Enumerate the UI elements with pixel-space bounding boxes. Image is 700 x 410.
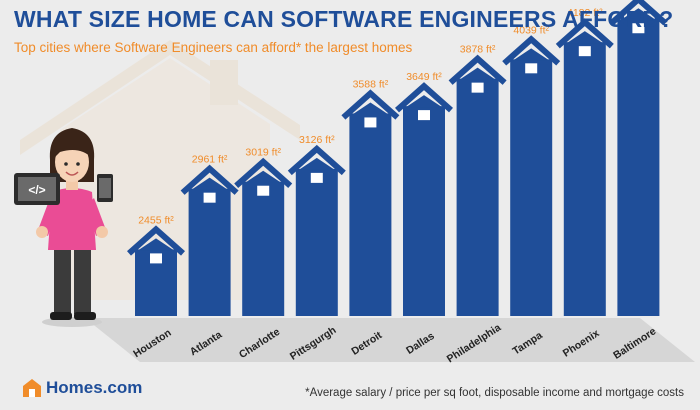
house-body [242, 181, 285, 316]
house-gable [566, 31, 603, 44]
house-window [418, 110, 430, 121]
homes-logo-icon [23, 379, 41, 397]
house-bar [127, 225, 185, 316]
house-body [403, 106, 445, 317]
house-value-label: 4182 ft² [567, 7, 603, 19]
house-gable [406, 95, 442, 108]
laptop-icon: </> [14, 173, 60, 205]
house-value-label: 2455 ft² [138, 214, 174, 226]
woman-illustration [36, 128, 108, 327]
phone-icon [97, 174, 113, 202]
house-body [188, 188, 231, 316]
house-value-label: 3588 ft² [353, 78, 389, 90]
house-body [349, 113, 392, 316]
house-gable [620, 8, 657, 21]
house-window [257, 185, 270, 196]
house-bar [180, 164, 239, 316]
house-bar [555, 18, 614, 316]
brand-name: Homes.com [46, 378, 143, 397]
house-body [456, 78, 499, 316]
house-gable [191, 177, 228, 190]
house-roof [287, 144, 346, 176]
brand-logo[interactable]: Homes.com [22, 378, 142, 398]
house-gable [513, 48, 550, 61]
house-roof [609, 0, 668, 26]
house-body [510, 59, 553, 316]
house-roof [180, 164, 239, 195]
house-gable [138, 238, 174, 251]
house-value-label: 3126 ft² [299, 134, 335, 146]
house-body [617, 19, 660, 317]
house-body [295, 168, 338, 316]
house-bar [234, 157, 293, 316]
city-label-band [85, 318, 695, 362]
house-window [364, 117, 377, 128]
house-value-label: 3878 ft² [460, 44, 496, 56]
house-roof [555, 18, 614, 49]
page-title: WHAT SIZE HOME CAN SOFTWARE ENGINEERS AF… [14, 6, 674, 32]
footnote: *Average salary / price per sq foot, dis… [305, 387, 684, 399]
house-roof [341, 89, 400, 120]
house-value-label: 3019 ft² [245, 147, 281, 159]
house-window [150, 253, 162, 264]
house-bar [395, 82, 453, 317]
house-roof [234, 157, 293, 188]
house-gable [352, 102, 389, 115]
house-bar [502, 35, 561, 316]
house-roof [448, 54, 507, 85]
house-gable [245, 170, 282, 183]
house-value-label: 2961 ft² [192, 154, 228, 166]
house-gable [298, 157, 335, 170]
house-bar [287, 144, 346, 316]
house-value-label: 4039 ft² [513, 24, 549, 36]
house-window [525, 63, 538, 74]
house-window [471, 82, 484, 93]
house-roof [127, 225, 185, 256]
house-value-label: 3649 ft² [406, 71, 442, 83]
house-bar [448, 54, 507, 316]
page-subtitle: Top cities where Software Engineers can … [14, 40, 413, 55]
house-window [578, 46, 591, 57]
house-body [563, 42, 606, 316]
house-window [310, 172, 323, 183]
house-bar [341, 89, 400, 316]
house-window [632, 23, 645, 34]
house-roof [502, 35, 561, 66]
house-window [203, 192, 216, 203]
house-gable [459, 67, 496, 80]
house-bar [609, 0, 668, 317]
house-roof [395, 82, 453, 113]
laptop-code-glyph: </> [28, 183, 45, 197]
